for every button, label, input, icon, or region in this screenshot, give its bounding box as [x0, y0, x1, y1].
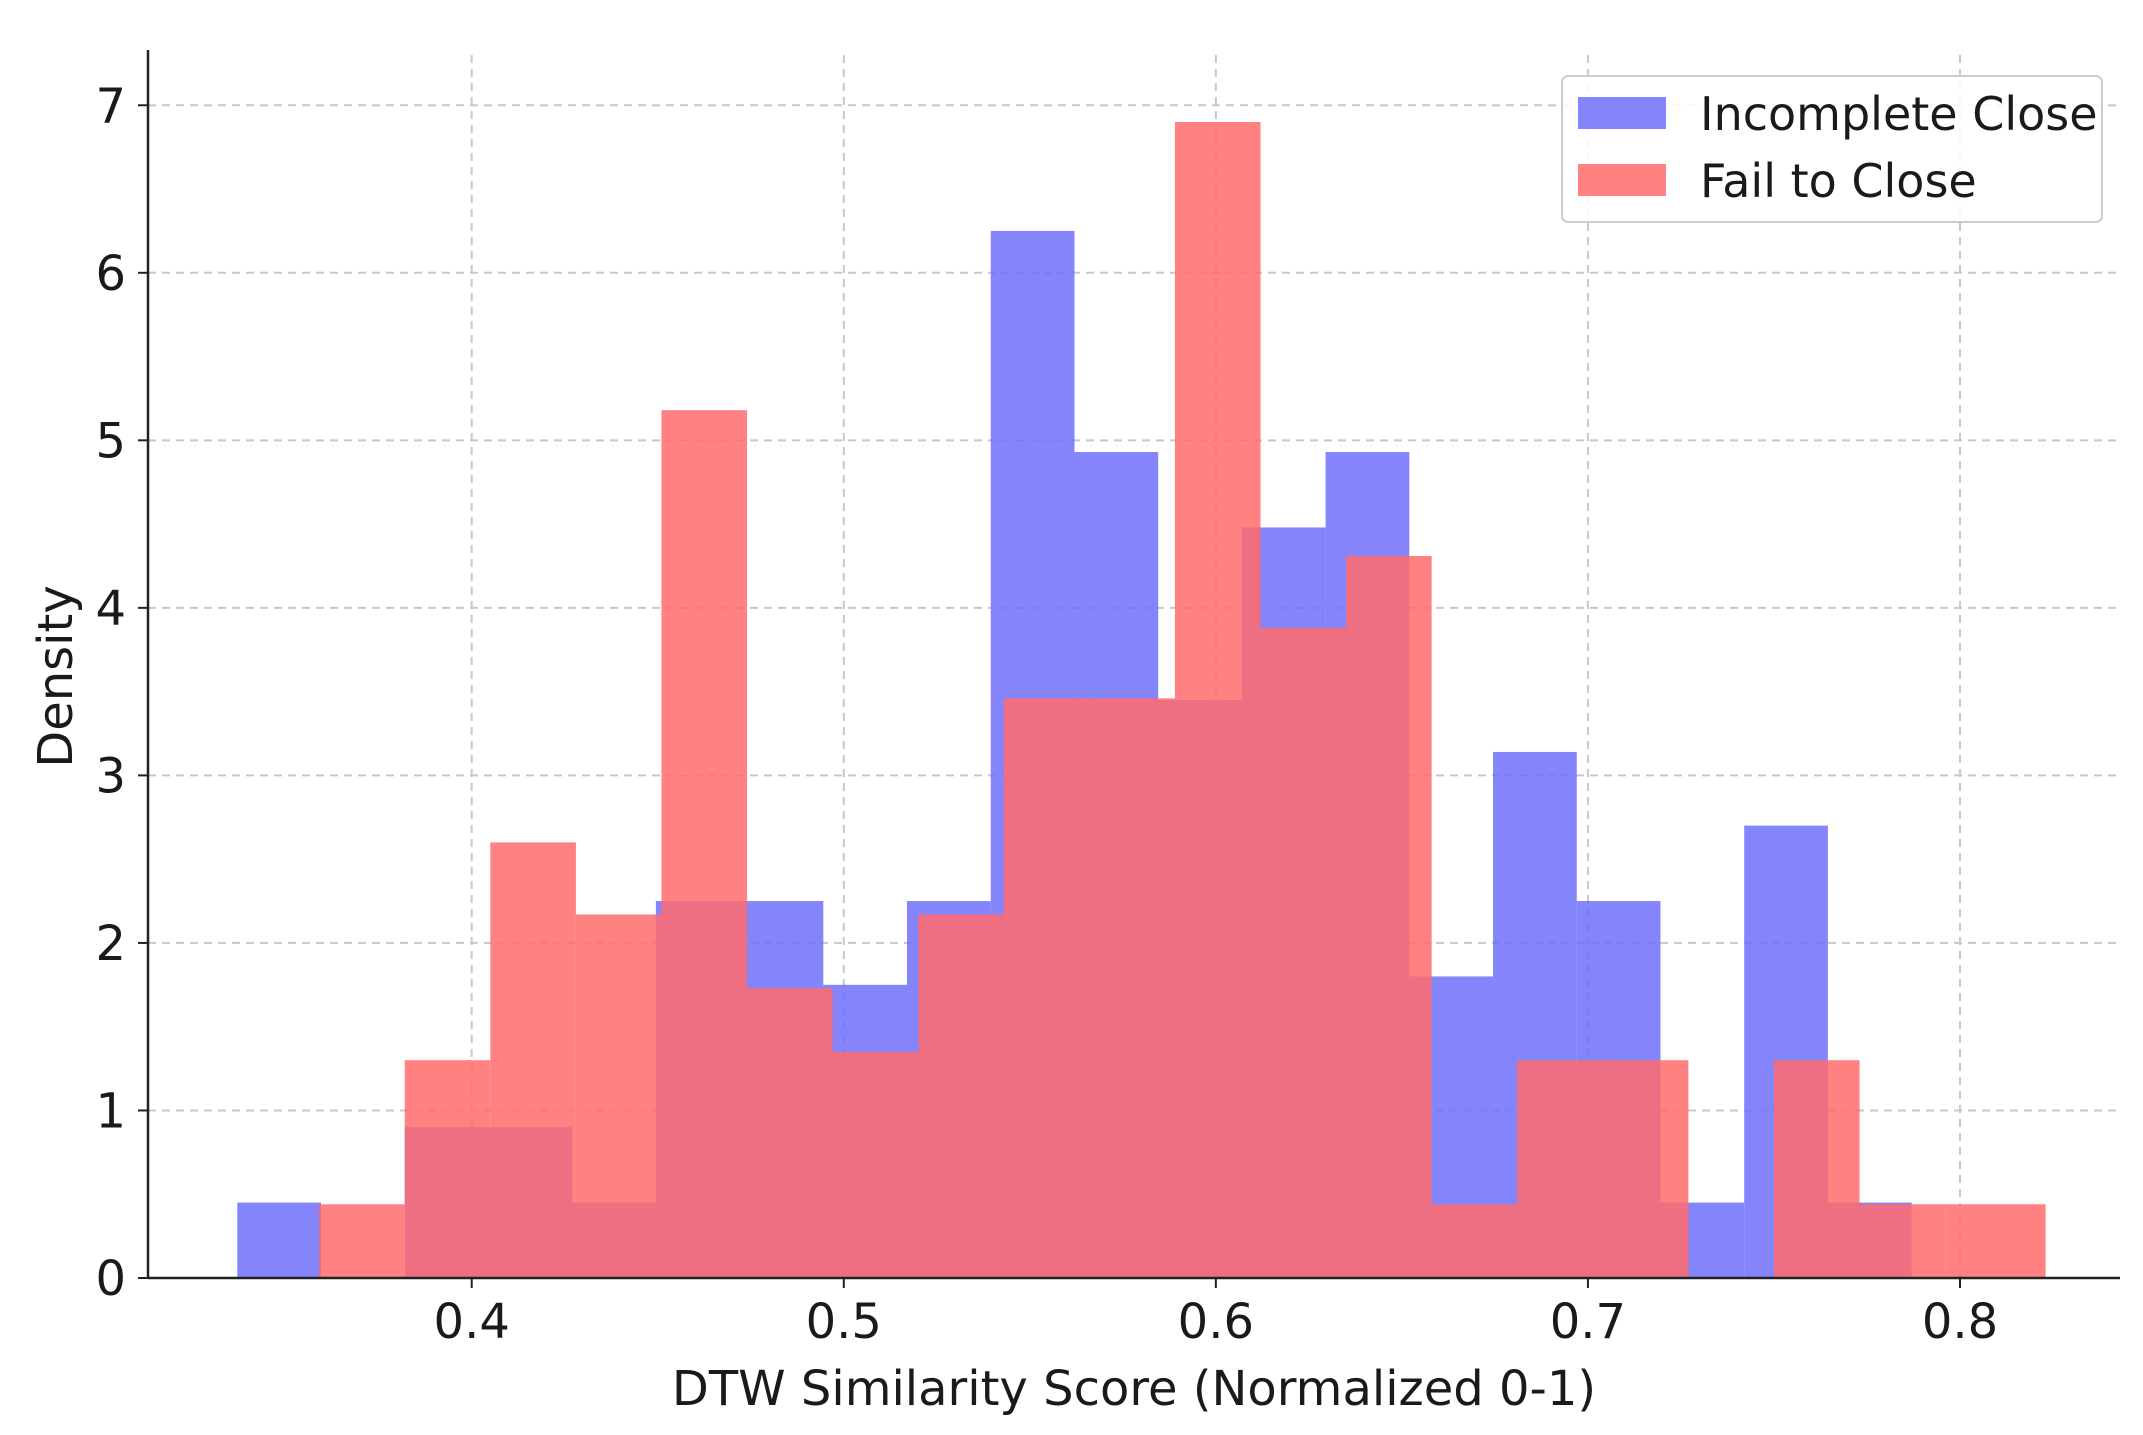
- legend-swatch-incomplete-close: [1578, 97, 1666, 129]
- bar-fail-to-close: [1773, 1060, 1860, 1278]
- bar-fail-to-close: [575, 914, 662, 1278]
- legend-swatch-fail-to-close: [1578, 164, 1666, 196]
- bar-fail-to-close: [1517, 1060, 1603, 1278]
- bar-fail-to-close: [1859, 1204, 1946, 1278]
- y-axis-label: Density: [28, 585, 84, 767]
- y-tick-label: 6: [95, 246, 126, 302]
- axes: [138, 50, 2120, 1288]
- histogram-bars: [237, 122, 2046, 1279]
- bar-fail-to-close: [319, 1204, 405, 1278]
- bar-fail-to-close: [747, 988, 833, 1278]
- x-tick-label: 0.6: [1178, 1294, 1254, 1350]
- x-tick-label: 0.7: [1550, 1294, 1626, 1350]
- bar-fail-to-close: [661, 410, 748, 1278]
- x-tick-label: 0.8: [1922, 1294, 1998, 1350]
- legend-label-fail-to-close: Fail to Close: [1700, 154, 1977, 208]
- bar-fail-to-close: [1431, 1204, 1518, 1278]
- y-tick-label: 2: [95, 916, 126, 972]
- y-tick-label: 5: [95, 413, 126, 469]
- bar-fail-to-close: [1602, 1060, 1689, 1278]
- x-tick-label: 0.4: [434, 1294, 510, 1350]
- bar-fail-to-close: [1003, 698, 1090, 1278]
- x-axis-label: DTW Similarity Score (Normalized 0-1): [672, 1361, 1596, 1417]
- bar-fail-to-close: [1945, 1204, 2046, 1278]
- bar-fail-to-close: [1089, 698, 1175, 1278]
- tick-labels: 0.4 0.5 0.6 0.7 0.8 0 1 2 3 4 5 6 7: [95, 78, 1998, 1350]
- bar-fail-to-close: [490, 842, 576, 1278]
- legend-label-incomplete-close: Incomplete Close: [1700, 87, 2098, 141]
- bar-incomplete-close: [237, 1202, 322, 1278]
- bar-fail-to-close: [1174, 122, 1261, 1279]
- x-tick-label: 0.5: [806, 1294, 882, 1350]
- y-tick-label: 0: [95, 1251, 126, 1307]
- bar-fail-to-close: [918, 914, 1004, 1278]
- y-tick-label: 7: [95, 78, 126, 134]
- bar-fail-to-close: [832, 1051, 919, 1278]
- legend-box: [1561, 75, 2103, 223]
- bar-fail-to-close: [1346, 555, 1432, 1278]
- y-tick-label: 4: [95, 581, 126, 637]
- bar-fail-to-close: [1260, 627, 1347, 1278]
- bar-fail-to-close: [404, 1060, 491, 1278]
- y-tick-label: 3: [95, 748, 126, 804]
- legend: Incomplete Close Fail to Close: [1561, 75, 2103, 223]
- y-tick-label: 1: [95, 1083, 126, 1139]
